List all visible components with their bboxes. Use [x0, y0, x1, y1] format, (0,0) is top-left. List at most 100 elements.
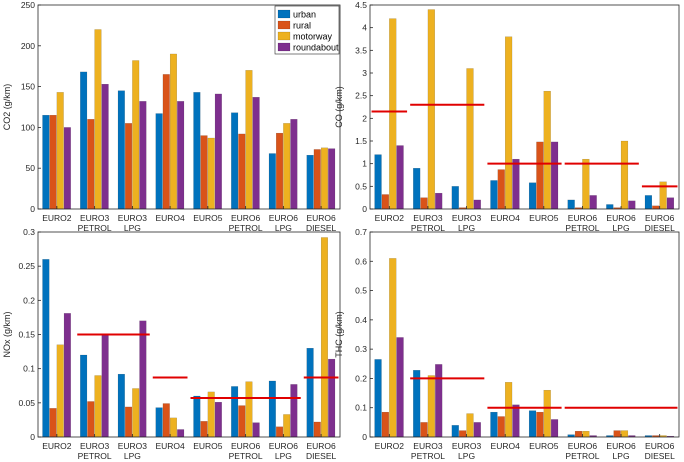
bar-thc-rural-2 [459, 430, 467, 438]
bar-thc-rural-6 [613, 430, 621, 438]
bar-thc-motorway-0 [389, 258, 397, 438]
bar-co-motorway-0 [389, 18, 397, 210]
ytick-label-co-1: 0.5 [355, 181, 367, 191]
ytick-label-co-3: 1.5 [355, 136, 367, 146]
ytick-label-thc-2: 0.2 [355, 373, 367, 383]
bar-co2-roundabout-2 [139, 101, 147, 210]
bar-co-motorway-5 [582, 158, 590, 210]
ytick-label-co-2: 1 [362, 159, 367, 169]
bar-co2-motorway-2 [132, 60, 140, 210]
xtick-label-thc-2-1: LPG [458, 451, 475, 461]
bar-thc-motorway-4 [543, 389, 551, 438]
bar-nox-motorway-5 [245, 381, 253, 438]
legend-label-urban: urban [293, 10, 316, 20]
xtick-label-nox-1-1: PETROL [78, 451, 112, 461]
xtick-label-co2-7-1: DIESEL [306, 223, 337, 233]
bar-co2-motorway-6 [283, 123, 291, 210]
bar-nox-urban-4 [193, 395, 201, 438]
bar-nox-rural-2 [125, 406, 133, 438]
ylabel-co2: CO2 (g/km) [2, 84, 12, 131]
xtick-label-nox-2-1: LPG [124, 451, 141, 461]
bar-thc-motorway-5 [582, 430, 590, 438]
bar-thc-urban-3 [490, 411, 498, 438]
ytick-label-co2-4: 200 [21, 41, 35, 51]
xtick-label-nox-6-1: LPG [275, 451, 292, 461]
xtick-label-nox-5-1: PETROL [229, 451, 263, 461]
bar-co-motorway-3 [505, 36, 513, 210]
bar-co2-rural-6 [276, 132, 284, 210]
ytick-label-co2-1: 50 [26, 163, 36, 173]
xtick-label-nox-4-0: EURO5 [193, 441, 223, 451]
ytick-label-nox-4: 0.2 [23, 295, 35, 305]
ytick-label-nox-5: 0.25 [18, 261, 35, 271]
bar-nox-roundabout-6 [290, 384, 298, 438]
bar-co2-rural-0 [49, 115, 57, 210]
bar-thc-rural-5 [574, 430, 583, 438]
xtick-label-co2-2-0: EURO3 [118, 213, 148, 223]
bar-nox-motorway-6 [283, 414, 291, 438]
bar-nox-rural-5 [238, 405, 246, 438]
bar-co2-roundabout-7 [328, 148, 336, 210]
xtick-label-co2-6-1: LPG [275, 223, 292, 233]
bar-co2-motorway-1 [94, 29, 102, 210]
bar-nox-rural-0 [49, 408, 57, 438]
xtick-label-co-6-0: EURO6 [606, 213, 636, 223]
ytick-label-co-9: 4.5 [355, 0, 367, 10]
bar-nox-motorway-2 [132, 388, 140, 438]
ytick-label-co2-5: 250 [21, 0, 35, 10]
bar-thc-rural-0 [381, 411, 389, 438]
ytick-label-co-8: 4 [362, 23, 367, 33]
xtick-label-co2-1-1: PETROL [78, 223, 112, 233]
xtick-label-co-1-1: PETROL [411, 223, 445, 233]
ylabel-co: CO (g/km) [334, 86, 344, 128]
bar-co2-rural-5 [238, 133, 246, 210]
bar-co2-rural-7 [313, 149, 321, 210]
xtick-label-thc-7-0: EURO6 [645, 441, 675, 451]
axes-box-thc [369, 231, 680, 438]
bar-nox-roundabout-3 [177, 429, 185, 438]
bar-thc-roundabout-4 [551, 419, 559, 438]
bar-co2-motorway-3 [169, 53, 177, 210]
bar-nox-urban-5 [231, 386, 239, 438]
bar-co-roundabout-0 [396, 145, 404, 210]
bar-co-urban-5 [567, 199, 575, 210]
bar-co2-rural-4 [200, 135, 208, 210]
bar-thc-roundabout-1 [435, 364, 443, 438]
bar-nox-roundabout-2 [139, 320, 147, 438]
ytick-label-nox-1: 0.05 [18, 398, 35, 408]
bar-thc-roundabout-0 [396, 337, 404, 438]
bar-co-urban-0 [374, 154, 382, 210]
xtick-label-thc-6-1: LPG [613, 451, 630, 461]
xtick-label-thc-7-1: DIESEL [645, 451, 676, 461]
legend-swatch-roundabout [277, 42, 291, 52]
bar-co2-motorway-7 [320, 147, 328, 210]
bar-nox-motorway-7 [320, 237, 328, 438]
xtick-label-nox-1-0: EURO3 [80, 441, 110, 451]
bar-nox-motorway-0 [56, 344, 64, 438]
bar-thc-motorway-3 [505, 382, 513, 438]
xtick-label-co-7-1: DIESEL [645, 223, 676, 233]
bar-nox-roundabout-7 [328, 358, 336, 438]
bar-nox-rural-3 [162, 403, 170, 438]
bar-co2-rural-1 [87, 119, 95, 210]
bar-thc-rural-3 [497, 416, 505, 438]
bar-nox-motorway-1 [94, 375, 102, 438]
bar-nox-urban-2 [117, 373, 125, 438]
xtick-label-thc-0-0: EURO2 [375, 441, 405, 451]
legend-label-motorway: motorway [293, 32, 333, 42]
ytick-label-co-5: 2.5 [355, 91, 367, 101]
bar-co2-urban-4 [193, 92, 201, 210]
bar-co-urban-6 [606, 204, 614, 210]
bar-co2-roundabout-5 [252, 97, 260, 210]
xtick-label-thc-5-0: EURO6 [568, 441, 598, 451]
ytick-label-nox-3: 0.15 [18, 330, 35, 340]
bar-thc-rural-1 [420, 422, 428, 438]
bar-nox-rural-4 [200, 421, 208, 438]
bar-nox-urban-6 [268, 380, 276, 438]
bar-co-rural-0 [381, 194, 389, 210]
bar-co2-urban-6 [268, 153, 276, 210]
bar-co-urban-2 [451, 186, 459, 210]
